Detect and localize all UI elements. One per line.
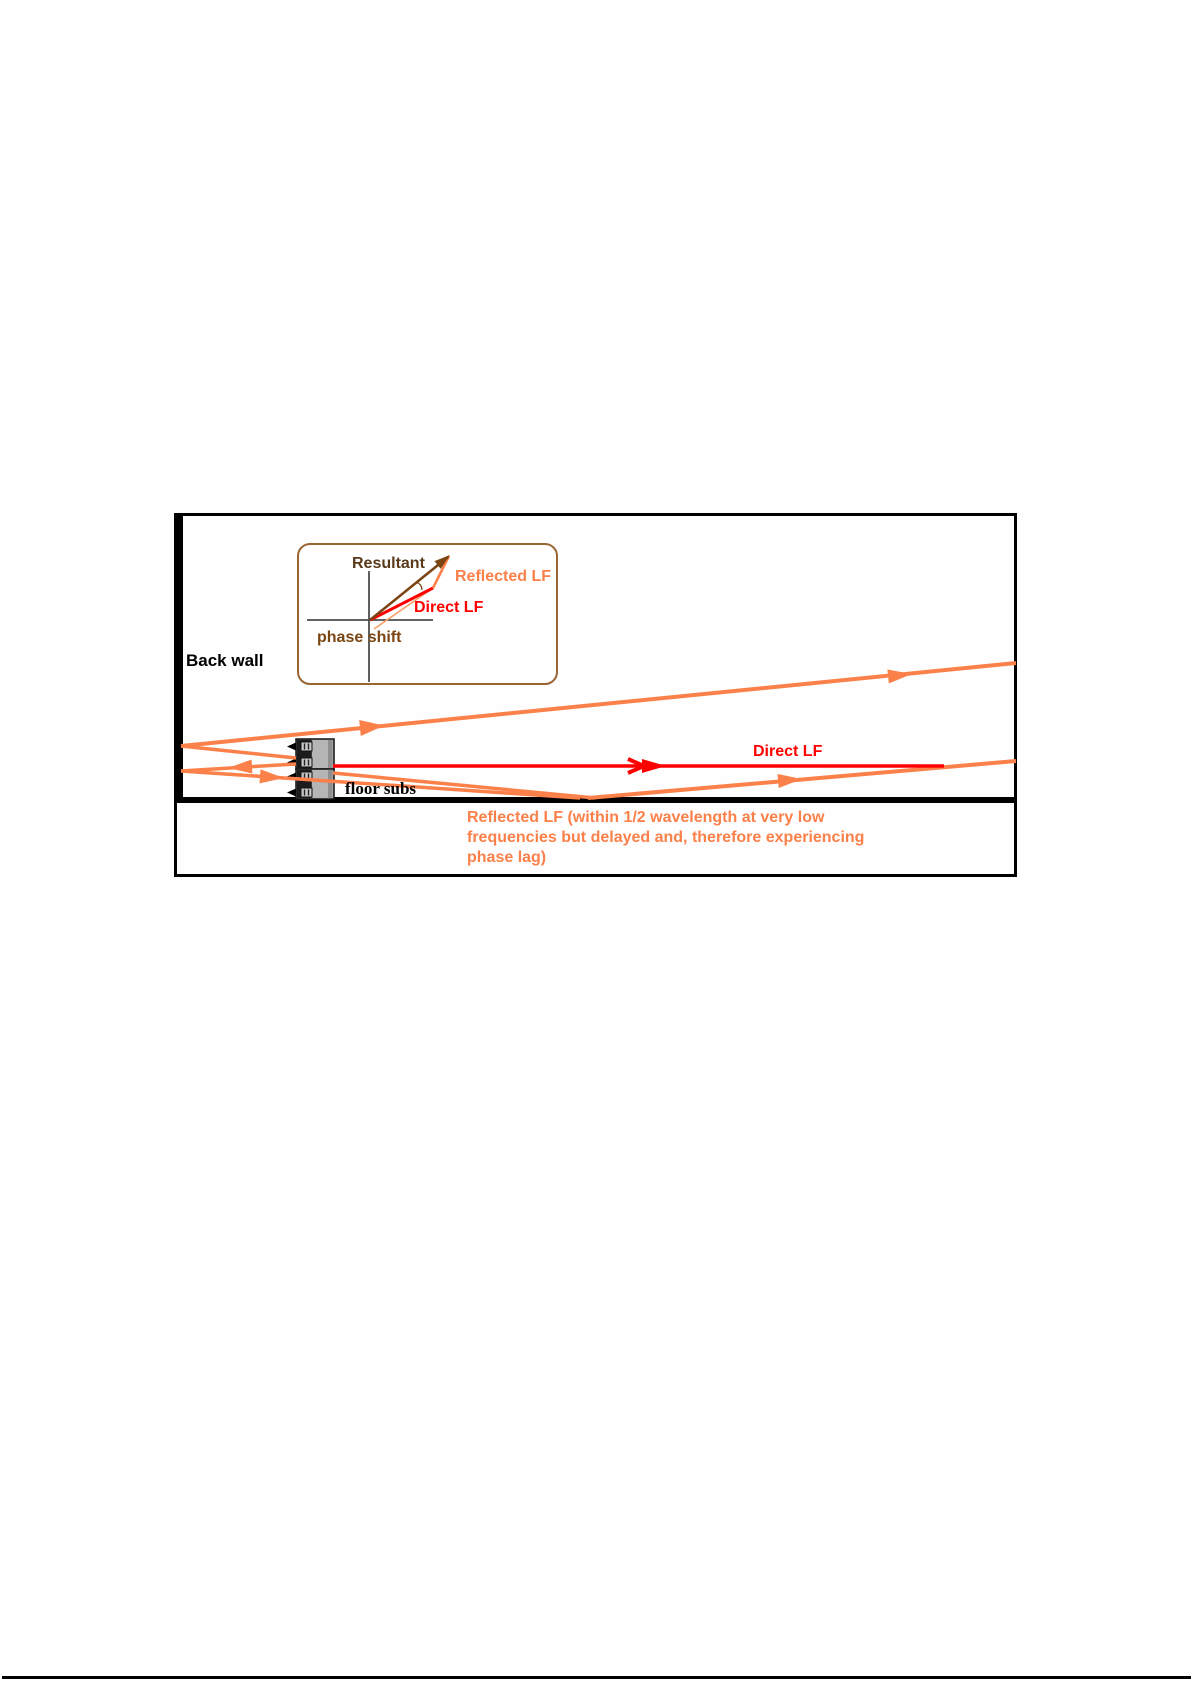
resultant-vector <box>369 555 449 622</box>
floor-bar <box>174 797 1017 803</box>
ray-wall-to-floor <box>180 769 581 800</box>
arrowhead-icon <box>228 759 253 774</box>
phase-shift-line <box>373 587 434 630</box>
caption-line-2: frequencies but delayed and, therefore e… <box>467 829 865 846</box>
ray-sub-to-floor <box>332 771 596 800</box>
floor-subs-label: floor subs <box>345 779 417 798</box>
angle-arc <box>416 581 423 591</box>
direct-lf-inset-label: Direct LF <box>414 599 484 616</box>
direct-lf-label: Direct LF <box>753 743 823 760</box>
reflected-lf-caption: Reflected LF (within 1/2 wavelength at v… <box>467 809 864 869</box>
inset-frame <box>297 543 558 685</box>
sub-cabinet-bottom-edge <box>328 769 333 799</box>
phase-shift-label: phase shift <box>317 629 402 646</box>
sub-cabinet-top-edge <box>328 739 333 769</box>
reflected-lf-vector <box>431 555 451 589</box>
back-wall-bar <box>174 513 183 800</box>
arrowhead-icon <box>777 774 802 788</box>
ray-arrowheads <box>228 669 912 788</box>
arrowhead-icon <box>642 759 666 773</box>
arrowhead-icon <box>434 555 450 569</box>
arrowhead-icon <box>887 669 912 684</box>
arrowhead-icon <box>359 720 384 736</box>
sub-drivers <box>300 741 313 798</box>
direct-lf-ray <box>333 757 944 775</box>
caption-line-3: phase lag) <box>467 849 547 866</box>
reflected-lf-inset-label: Reflected LF <box>455 568 552 585</box>
subwoofer-stack <box>287 738 335 800</box>
ray-to-wall-upper <box>180 744 297 760</box>
acoustics-diagram <box>174 513 1017 877</box>
arrowhead-icon <box>259 769 284 784</box>
ray-floor-reflection-out <box>587 759 1017 800</box>
phasor-inset <box>297 543 558 685</box>
resultant-label: Resultant <box>352 555 425 572</box>
direct-lf-vector <box>369 586 434 622</box>
ray-wall-reflection-out <box>180 661 1017 748</box>
back-wall-label: Back wall <box>186 651 264 670</box>
caption-line-1: Reflected LF (within 1/2 wavelength at v… <box>467 809 825 826</box>
page-bottom-rule <box>2 1676 1191 1679</box>
sub-rear-arrow-icons <box>287 742 296 797</box>
